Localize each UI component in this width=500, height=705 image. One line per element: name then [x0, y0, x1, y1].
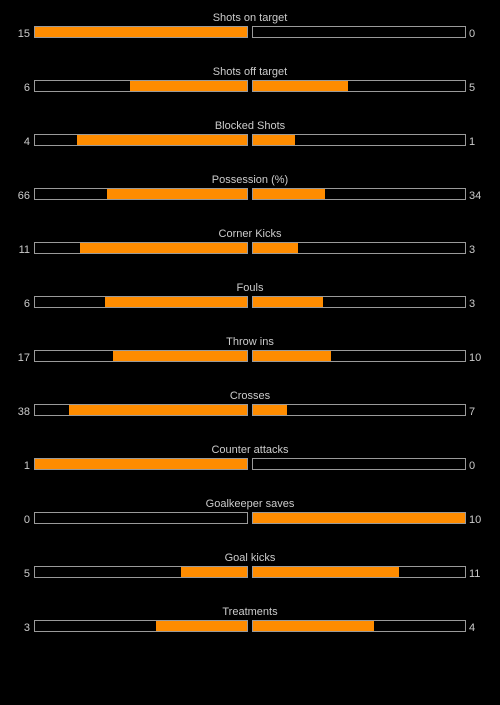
stat-label: Crosses [229, 390, 271, 402]
home-bar [34, 512, 248, 524]
away-bar [252, 134, 466, 146]
match-stats-panel: Shots on target 15 0 Shots off target 6 … [0, 11, 500, 659]
home-bar-fill [77, 135, 247, 145]
home-value: 0 [23, 514, 30, 526]
home-value: 1 [23, 460, 30, 472]
home-bar [34, 188, 248, 200]
stat-row-possession: Possession (%) 66 34 [0, 173, 500, 227]
home-value: 5 [23, 568, 30, 580]
away-value: 0 [469, 460, 476, 472]
away-bar [252, 620, 466, 632]
home-bar-fill [35, 459, 247, 469]
stat-row-throw-ins: Throw ins 17 10 [0, 335, 500, 389]
away-bar-fill [253, 567, 400, 577]
away-bar [252, 350, 466, 362]
home-value: 6 [23, 82, 30, 94]
home-bar-fill [79, 243, 247, 253]
away-bar [252, 26, 466, 38]
home-bar [34, 620, 248, 632]
stat-label: Goalkeeper saves [205, 498, 295, 510]
away-value: 10 [469, 352, 482, 364]
stat-row-goalkeeper-saves: Goalkeeper saves 0 10 [0, 497, 500, 551]
stat-label: Shots on target [212, 12, 288, 24]
away-bar [252, 512, 466, 524]
away-value: 11 [469, 568, 481, 580]
stat-label: Treatments [222, 606, 278, 618]
home-bar [34, 458, 248, 470]
away-value: 5 [469, 82, 476, 94]
away-value: 3 [469, 298, 476, 310]
away-value: 10 [469, 514, 482, 526]
stat-row-corner-kicks: Corner Kicks 11 3 [0, 227, 500, 281]
home-bar-fill [113, 351, 247, 361]
stat-row-shots-off-target: Shots off target 6 5 [0, 65, 500, 119]
away-bar-fill [253, 405, 287, 415]
away-value: 1 [469, 136, 476, 148]
away-bar [252, 566, 466, 578]
stat-row-crosses: Crosses 38 7 [0, 389, 500, 443]
home-bar [34, 350, 248, 362]
away-bar [252, 80, 466, 92]
away-bar-fill [253, 243, 298, 253]
home-value: 11 [18, 244, 30, 256]
stat-label: Counter attacks [211, 444, 289, 456]
home-bar [34, 566, 248, 578]
home-bar [34, 80, 248, 92]
home-value: 6 [23, 298, 30, 310]
home-bar [34, 242, 248, 254]
home-value: 66 [17, 190, 30, 202]
stat-row-goal-kicks: Goal kicks 5 11 [0, 551, 500, 605]
stat-label: Blocked Shots [214, 120, 286, 132]
home-value: 3 [23, 622, 30, 634]
away-value: 34 [469, 190, 482, 202]
away-value: 0 [469, 28, 476, 40]
away-bar-fill [253, 351, 332, 361]
away-bar-fill [253, 135, 296, 145]
away-bar-fill [253, 189, 326, 199]
away-bar-fill [253, 81, 349, 91]
stat-label: Throw ins [226, 336, 274, 348]
stat-label: Possession (%) [211, 174, 289, 186]
home-value: 17 [17, 352, 30, 364]
stat-label: Goal kicks [224, 552, 276, 564]
away-bar [252, 296, 466, 308]
away-bar-fill [253, 297, 323, 307]
away-bar [252, 188, 466, 200]
home-bar [34, 404, 248, 416]
home-bar [34, 134, 248, 146]
home-value: 15 [17, 28, 30, 40]
away-value: 7 [469, 406, 476, 418]
home-value: 4 [23, 136, 30, 148]
home-bar-fill [181, 567, 247, 577]
home-bar-fill [35, 27, 247, 37]
home-bar-fill [130, 81, 247, 91]
stat-row-counter-attacks: Counter attacks 1 0 [0, 443, 500, 497]
away-bar [252, 458, 466, 470]
home-bar [34, 296, 248, 308]
stat-row-fouls: Fouls 6 3 [0, 281, 500, 335]
stat-label: Shots off target [212, 66, 288, 78]
stat-row-blocked-shots: Blocked Shots 4 1 [0, 119, 500, 173]
stat-label: Corner Kicks [218, 228, 282, 240]
away-value: 4 [469, 622, 476, 634]
away-bar [252, 404, 466, 416]
home-bar-fill [68, 405, 247, 415]
home-bar-fill [155, 621, 247, 631]
home-bar-fill [107, 189, 247, 199]
home-value: 38 [17, 406, 30, 418]
stat-row-treatments: Treatments 3 4 [0, 605, 500, 659]
home-bar [34, 26, 248, 38]
away-bar-fill [253, 513, 465, 523]
stat-label: Fouls [236, 282, 264, 294]
away-value: 3 [469, 244, 476, 256]
home-bar-fill [104, 297, 247, 307]
stat-row-shots-on-target: Shots on target 15 0 [0, 11, 500, 65]
away-bar-fill [253, 621, 374, 631]
away-bar [252, 242, 466, 254]
